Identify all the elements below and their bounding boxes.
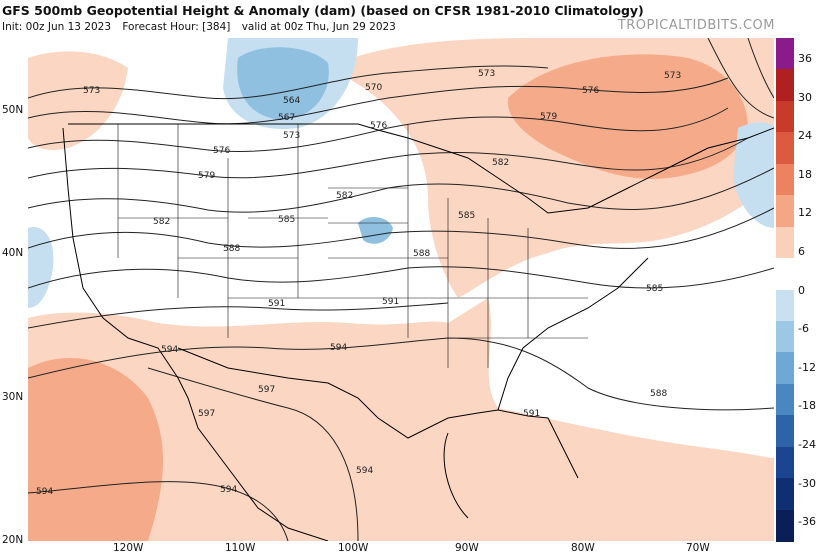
- map-title: GFS 500mb Geopotential Height & Anomaly …: [2, 3, 644, 18]
- warm-anomaly-west-core: [28, 358, 163, 541]
- cool-anomaly-pacific: [28, 227, 54, 308]
- longitude-label: 120W: [113, 542, 144, 554]
- colorbar-label: -18: [798, 399, 816, 413]
- colorbar-segment: [776, 258, 794, 291]
- cool-anomaly-atlantic: [733, 122, 774, 228]
- colorbar-label: -36: [798, 515, 816, 529]
- colorbar-label: 0: [798, 283, 805, 297]
- contour-label: 582: [153, 217, 170, 227]
- colorbar-label: -6: [798, 322, 809, 336]
- contour-label: 570: [365, 83, 382, 93]
- contour-label: 585: [646, 284, 663, 294]
- colorbar-segment: [776, 415, 794, 448]
- contour-label: 594: [161, 345, 178, 355]
- contour-label: 588: [650, 389, 667, 399]
- contour-label: 588: [413, 249, 430, 259]
- colorbar-segment: [776, 509, 794, 542]
- contour-label: 594: [220, 485, 237, 495]
- longitude-label: 100W: [338, 542, 369, 554]
- contour-label: 576: [213, 146, 230, 156]
- contour-label: 573: [283, 131, 300, 141]
- contour-label: 573: [664, 71, 681, 81]
- latitude-label: 20N: [2, 534, 24, 546]
- brand-watermark: TROPICALTIDBITS.COM: [617, 18, 775, 33]
- colorbar-segment: [776, 446, 794, 479]
- colorbar-segment: [776, 69, 794, 102]
- contour-label: 594: [356, 466, 373, 476]
- contour-label: 594: [330, 343, 347, 353]
- colorbar-segment: [776, 478, 794, 511]
- latitude-label: 40N: [2, 247, 24, 259]
- contour-label: 582: [336, 191, 353, 201]
- warm-anomaly-northeast-core: [507, 54, 748, 179]
- colorbar-segment: [776, 352, 794, 385]
- colorbar-segment: [776, 163, 794, 196]
- init-time: Init: 00z Jun 13 2023: [2, 21, 112, 33]
- colorbar-label: -24: [798, 438, 816, 451]
- longitude-label: 70W: [686, 542, 710, 554]
- longitude-label: 110W: [225, 542, 256, 554]
- contour-label: 567: [278, 113, 295, 123]
- colorbar-label: 12: [798, 206, 812, 220]
- colorbar-label: 30: [798, 90, 812, 104]
- colorbar-label: 18: [798, 167, 812, 181]
- colorbar-segment: [776, 100, 794, 133]
- contour-label: 585: [278, 215, 295, 225]
- latitude-label: 50N: [2, 104, 24, 116]
- contour-label: 579: [198, 171, 215, 181]
- contour-label: 591: [268, 299, 285, 309]
- contour-label: 579: [540, 112, 557, 122]
- contour-label: 576: [582, 86, 599, 96]
- colorbar-segment: [776, 383, 794, 416]
- forecast-hour: Forecast Hour: [384]: [122, 21, 231, 33]
- contour-label: 594: [36, 487, 53, 497]
- contour-label: 597: [198, 409, 215, 419]
- contour-label: 588: [223, 244, 240, 254]
- cool-anomaly-plains: [358, 216, 393, 244]
- valid-time: valid at 00z Thu, Jun 29 2023: [241, 21, 396, 33]
- contour-label: 573: [478, 69, 495, 79]
- warm-anomaly-northwest: [28, 51, 128, 150]
- contour-label: 564: [283, 96, 300, 106]
- colorbar-label: -12: [798, 360, 816, 374]
- colorbar-segment: [776, 320, 794, 353]
- colorbar-segment: [776, 38, 794, 70]
- forecast-info: Init: 00z Jun 13 2023 Forecast Hour: [38…: [2, 21, 404, 33]
- anomaly-colorbar: [776, 38, 794, 542]
- warm-anomaly-south: [28, 298, 774, 541]
- colorbar-segment: [776, 195, 794, 228]
- contour-label: 591: [523, 409, 540, 419]
- coastlines-borders: [62, 123, 774, 541]
- contour-label: 576: [370, 121, 387, 131]
- contour-label: 573: [83, 86, 100, 96]
- colorbar-segment: [776, 132, 794, 165]
- cool-anomaly-north-core: [237, 47, 329, 120]
- colorbar-segment: [776, 226, 794, 259]
- contour-labels: 573 564 567 570 573 576 579 576 573 579 …: [36, 69, 681, 497]
- anomaly-map: 573 564 567 570 573 576 579 576 573 579 …: [28, 38, 774, 541]
- colorbar-label: -30: [798, 476, 816, 490]
- colorbar-label: 6: [798, 245, 805, 258]
- colorbar-label: 36: [798, 52, 812, 65]
- longitude-label: 80W: [571, 542, 595, 554]
- contour-label: 591: [382, 297, 399, 307]
- latitude-label: 30N: [2, 391, 24, 403]
- contour-label: 585: [458, 211, 475, 221]
- state-lines: [117, 124, 588, 368]
- longitude-label: 90W: [455, 542, 479, 554]
- contour-label: 582: [492, 158, 509, 168]
- colorbar-segment: [776, 289, 794, 322]
- contour-label: 597: [258, 385, 275, 395]
- height-contours: [28, 38, 774, 541]
- colorbar-label: 24: [798, 129, 812, 143]
